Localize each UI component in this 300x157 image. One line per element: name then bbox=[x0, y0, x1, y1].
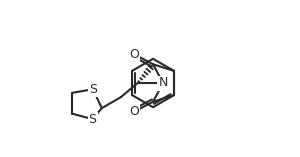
Text: O: O bbox=[130, 105, 139, 118]
Text: S: S bbox=[88, 113, 97, 126]
Text: O: O bbox=[130, 48, 139, 61]
Text: N: N bbox=[158, 76, 168, 89]
Text: N: N bbox=[158, 76, 168, 89]
Text: S: S bbox=[89, 83, 97, 96]
